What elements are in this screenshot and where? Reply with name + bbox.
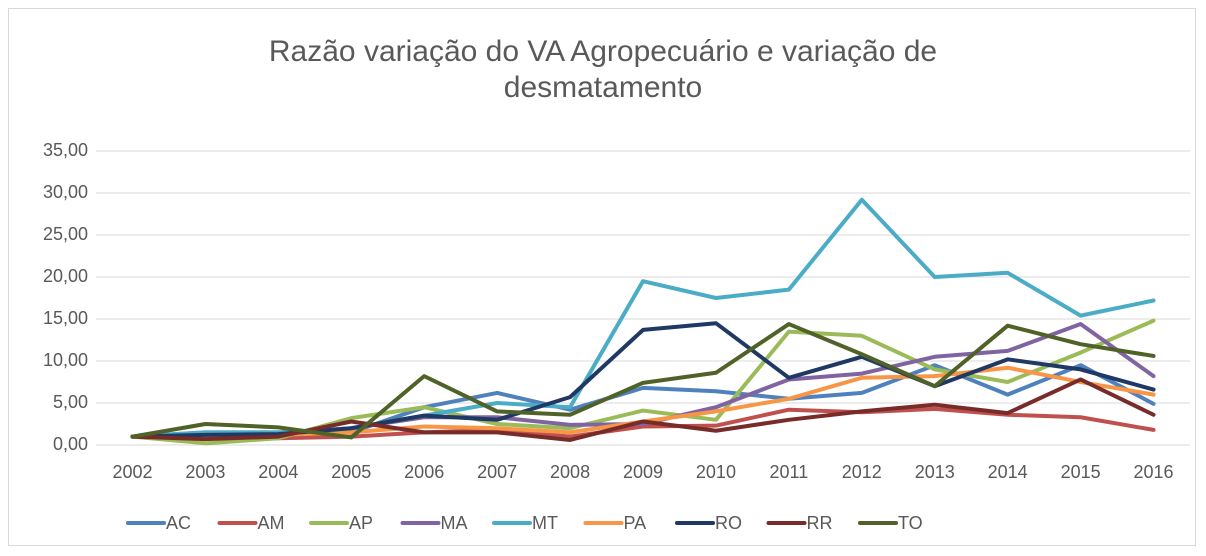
x-tick-label: 2006: [404, 462, 444, 482]
x-tick-label: 2007: [477, 462, 517, 482]
x-tick-label: 2003: [185, 462, 225, 482]
x-tick-label: 2010: [696, 462, 736, 482]
legend-label: AP: [349, 513, 373, 533]
x-tick-label: 2011: [770, 462, 809, 482]
x-tick-label: 2004: [258, 462, 298, 482]
x-tick-label: 2009: [623, 462, 663, 482]
y-tick-label: 0,00: [53, 434, 88, 454]
legend-label: RO: [715, 513, 742, 533]
y-tick-label: 5,00: [53, 392, 88, 412]
x-tick-label: 2005: [331, 462, 371, 482]
chart-title: Razão variação do VA Agropecuário e vari…: [268, 35, 938, 104]
data-line: [130, 406, 1156, 441]
legend-label: AM: [258, 513, 285, 533]
x-tick-label: 2012: [842, 462, 882, 482]
y-tick-label: 10,00: [43, 350, 88, 370]
y-tick-label: 15,00: [43, 308, 88, 328]
data-line: [130, 322, 1156, 440]
legend-label: PA: [624, 513, 647, 533]
legend-label: MA: [441, 513, 468, 533]
legend-label: MT: [532, 513, 558, 533]
x-tick-label: 2002: [112, 462, 152, 482]
y-tick-label: 25,00: [43, 224, 88, 244]
x-tick-label: 2014: [988, 462, 1028, 482]
legend-label: TO: [898, 513, 923, 533]
x-tick-label: 2013: [915, 462, 955, 482]
x-tick-label: 2015: [1061, 462, 1101, 482]
legend-label: AC: [166, 513, 191, 533]
x-tick-label: 2008: [550, 462, 590, 482]
chart-frame: [8, 8, 1196, 546]
y-tick-label: 20,00: [43, 266, 88, 286]
x-tick-label: 2016: [1134, 462, 1174, 482]
y-tick-label: 35,00: [43, 140, 88, 160]
legend-label: RR: [807, 513, 833, 533]
y-tick-label: 30,00: [43, 182, 88, 202]
